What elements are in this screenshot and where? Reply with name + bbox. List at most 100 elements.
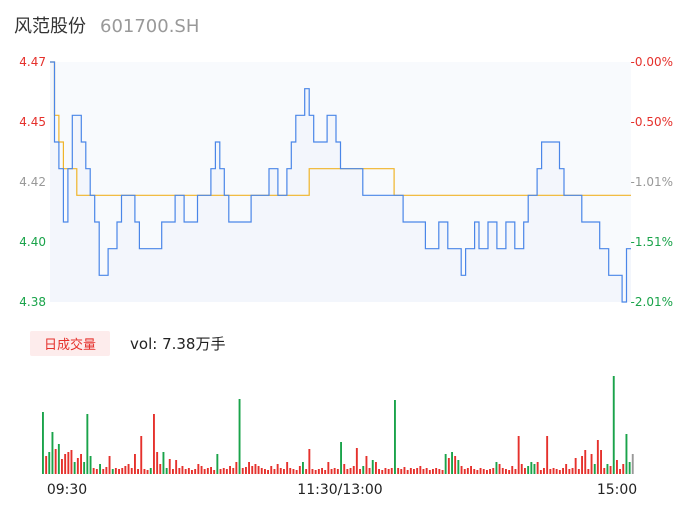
- stock-name: 风范股份: [14, 16, 86, 37]
- time-tick-label: 15:00: [597, 482, 637, 498]
- volume-bar: [552, 468, 555, 474]
- volume-bar: [321, 468, 323, 474]
- volume-bar: [134, 454, 136, 474]
- volume-bar: [616, 460, 618, 474]
- volume-bar: [371, 460, 374, 474]
- volume-bar: [517, 436, 520, 474]
- volume-bar: [384, 468, 387, 474]
- time-axis-ticks: 09:30 11:30/13:00 15:00: [47, 482, 637, 498]
- volume-bar: [447, 458, 450, 474]
- volume-bar: [343, 464, 346, 474]
- volume-bar: [70, 450, 73, 474]
- volume-bar: [286, 462, 289, 474]
- volume-bar: [327, 462, 330, 474]
- volume-bar: [57, 444, 60, 474]
- volume-bar: [229, 466, 231, 474]
- volume-bar: [197, 464, 200, 474]
- volume-bar: [394, 400, 396, 474]
- volume-bar: [387, 469, 390, 474]
- volume-bar: [498, 464, 501, 474]
- volume-bar: [482, 469, 485, 474]
- volume-bar: [473, 469, 476, 474]
- volume-bar: [476, 470, 479, 474]
- volume-bar: [565, 464, 568, 474]
- price-tick-label: 4.40: [19, 235, 46, 249]
- stock-code: 601700.SH: [100, 16, 200, 37]
- volume-bar: [457, 460, 460, 474]
- volume-bar: [495, 462, 498, 474]
- volume-bar: [121, 468, 124, 474]
- volume-bar: [612, 376, 615, 474]
- daily-volume-tab[interactable]: 日成交量: [30, 330, 111, 356]
- volume-bar: [146, 470, 149, 474]
- volume-bar: [200, 466, 203, 474]
- volume-bar: [460, 466, 463, 474]
- volume-bar: [305, 469, 308, 474]
- volume-bar: [213, 470, 216, 474]
- volume-bar: [489, 469, 491, 474]
- volume-bar: [156, 452, 159, 474]
- volume-bar: [432, 469, 434, 474]
- volume-bar: [359, 469, 361, 474]
- volume-bar: [260, 468, 263, 474]
- volume-bar: [438, 469, 441, 474]
- volume-bar: [403, 467, 406, 474]
- volume-bar: [216, 454, 219, 474]
- time-tick-label: 09:30: [47, 482, 87, 498]
- volume-bar: [225, 469, 228, 474]
- volume-bar: [349, 468, 352, 474]
- volume-bar: [149, 468, 152, 474]
- chart-header: 风范股份 601700.SH: [14, 12, 199, 40]
- volume-bar: [95, 469, 98, 474]
- volume-bar: [463, 469, 466, 474]
- volume-bar: [54, 449, 57, 474]
- volume-bar: [175, 460, 178, 474]
- volume-bar: [289, 468, 292, 474]
- volume-bar: [435, 468, 438, 474]
- volume-bar: [603, 468, 606, 474]
- volume-bar: [606, 464, 609, 474]
- volume-bar: [362, 466, 365, 474]
- volume-bar: [470, 466, 472, 474]
- volume-bar: [593, 464, 596, 474]
- volume-bar: [251, 466, 254, 474]
- volume-bar: [105, 467, 108, 474]
- price-line: [50, 61, 631, 303]
- volume-bar: [536, 462, 539, 474]
- price-tick-label: 4.47: [19, 55, 46, 69]
- volume-bar: [48, 452, 51, 474]
- volume-bar: [501, 468, 504, 474]
- volume-bar: [181, 466, 184, 474]
- volume-bar: [397, 468, 400, 474]
- volume-bar: [543, 468, 545, 474]
- volume-bar: [511, 466, 514, 474]
- volume-bar: [492, 468, 495, 474]
- volume-bar: [140, 436, 143, 474]
- volume-prefix: vol:: [130, 334, 158, 353]
- volume-bar: [51, 432, 54, 474]
- volume-bar: [137, 469, 139, 474]
- volume-bar: [232, 468, 235, 474]
- volume-bar: [600, 450, 602, 474]
- volume-bar: [428, 470, 431, 474]
- volume-bar: [330, 469, 333, 474]
- volume-bar: [549, 469, 552, 474]
- volume-bar: [257, 466, 260, 474]
- volume-bar: [159, 464, 162, 474]
- volume-bar: [546, 436, 549, 474]
- volume-bar: [86, 414, 89, 474]
- volume-bar: [530, 462, 533, 474]
- volume-bar: [378, 469, 380, 474]
- volume-bar: [419, 466, 422, 474]
- volume-bar: [276, 464, 279, 474]
- volume-bar: [210, 467, 212, 474]
- percent-tick-label: -1.01%: [631, 175, 673, 189]
- volume-bar: [400, 469, 403, 474]
- volume-bar: [631, 454, 634, 474]
- percent-axis-ticks: -0.00% -0.50% -1.01% -1.51% -2.01%: [631, 55, 673, 309]
- volume-bar: [571, 468, 574, 474]
- volume-bar: [628, 462, 631, 474]
- volume-bar: [539, 470, 542, 474]
- price-tick-label: 4.42: [19, 175, 46, 189]
- intraday-price-chart: 4.474.454.424.404.38 -0.00%-0.50%-1.01%-…: [19, 55, 673, 309]
